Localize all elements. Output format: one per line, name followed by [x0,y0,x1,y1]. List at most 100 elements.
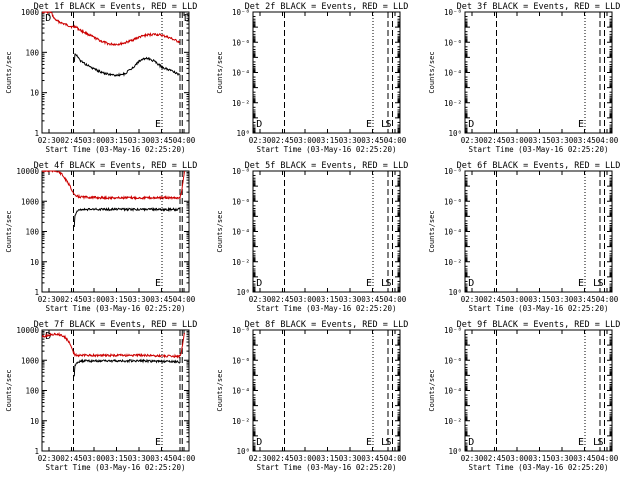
x-tick-label: 03:30 [339,295,362,304]
y-tick-label: 10⁻⁶ [444,197,462,206]
x-tick-label: 03:30 [339,454,362,463]
y-tick-label: 10⁰ [236,129,250,138]
y-tick-label: 10⁻⁸ [232,167,250,176]
x-tick-label: 03:45 [361,454,384,463]
y-tick-label: 10⁻⁸ [232,326,250,335]
y-tick-label: 1 [34,129,39,138]
time-marker-label: E [155,437,161,448]
time-marker-label: L [381,119,387,130]
x-tick-label: 02:30 [249,295,272,304]
detector-panel: Det 7f BLACK = Events, RED = LLD Counts/s… [5,320,197,472]
y-tick-label: 10 [30,258,40,267]
x-tick-label: 02:45 [271,136,294,145]
time-marker-label: L [593,437,599,448]
time-marker-label: E [578,278,584,289]
x-tick-label: 02:45 [483,136,506,145]
y-axis-label: Counts/sec [428,210,436,252]
x-tick-label: 03:00 [83,295,106,304]
y-tick-label: 10⁻⁴ [444,228,462,237]
x-tick-label: 02:45 [60,136,83,145]
x-tick-label: 03:00 [506,136,529,145]
y-axis-label: Counts/sec [216,369,224,411]
time-marker-label: E [366,437,372,448]
lld-series-line [41,170,185,201]
panel-title: Det 2f BLACK = Events, RED = LLD [245,2,409,12]
x-tick-label: 04:00 [173,295,196,304]
y-axis-label: Counts/sec [216,51,224,93]
time-marker-label: E [366,119,372,130]
y-tick-label: 10⁻⁶ [232,356,250,365]
y-axis-label: Counts/sec [5,369,13,411]
events-series-line [73,206,181,228]
y-tick-label: 10⁻² [444,417,462,426]
y-tick-label: 1000 [21,8,40,17]
y-tick-label: 10⁻⁴ [444,69,462,78]
x-tick-label: 03:45 [361,136,384,145]
y-tick-label: 10⁻⁴ [232,228,250,237]
y-tick-label: 1000 [21,197,40,206]
plot-frame [464,170,613,293]
x-tick-label: 03:00 [294,454,317,463]
time-marker-label: L [593,278,599,289]
events-series-line [73,53,181,77]
x-tick-label: 02:30 [38,454,61,463]
x-tick-label: 02:30 [249,454,272,463]
y-tick-label: 100 [25,387,39,396]
plot-frame [464,11,613,134]
x-axis-label: Start Time (03-May-16 02:25:20) [46,463,186,472]
x-tick-label: 02:45 [483,454,506,463]
y-axis-label: Counts/sec [216,210,224,252]
y-tick-label: 10⁻² [444,99,462,108]
panel-title: Det 9f BLACK = Events, RED = LLD [457,320,621,330]
y-tick-label: 10⁻⁴ [232,387,250,396]
plot-frame [252,11,401,134]
x-tick-label: 02:45 [60,295,83,304]
time-marker-label: E [578,119,584,130]
y-tick-label: 10⁰ [236,288,250,297]
time-marker-label: E [366,278,372,289]
y-tick-label: 10⁻⁸ [444,167,462,176]
y-tick-label: 1 [34,447,39,456]
detector-panel: Det 5f BLACK = Events, RED = LLD Counts/s… [216,161,408,313]
x-axis-label: Start Time (03-May-16 02:25:20) [46,304,186,313]
y-tick-label: 100 [25,228,39,237]
y-tick-label: 1000 [21,356,40,365]
y-axis-label: Counts/sec [5,210,13,252]
y-tick-label: 10⁻² [444,258,462,267]
panel-title: Det 8f BLACK = Events, RED = LLD [245,320,409,330]
plot-frame [41,11,190,134]
x-tick-label: 03:15 [105,295,128,304]
x-tick-label: 03:45 [573,454,596,463]
panel-title: Det 3f BLACK = Events, RED = LLD [457,2,621,12]
y-axis-label: Counts/sec [428,51,436,93]
x-tick-label: 04:00 [384,136,407,145]
x-tick-label: 02:45 [60,454,83,463]
x-tick-label: 02:45 [483,295,506,304]
x-tick-label: 03:30 [551,454,574,463]
detector-panel: Det 4f BLACK = Events, RED = LLD Counts/s… [5,161,197,313]
y-tick-label: 10⁻² [232,258,250,267]
x-axis-label: Start Time (03-May-16 02:25:20) [469,463,609,472]
plot-frame [464,329,613,452]
x-tick-label: 03:45 [573,136,596,145]
x-tick-label: 03:30 [128,454,151,463]
panel-title: Det 4f BLACK = Events, RED = LLD [34,161,198,171]
panel-title: Det 6f BLACK = Events, RED = LLD [457,161,621,171]
x-tick-label: 02:45 [271,454,294,463]
y-tick-label: 10⁰ [448,129,462,138]
x-tick-label: 02:30 [38,295,61,304]
detector-panel: Det 1f BLACK = Events, RED = LLD Counts/s… [5,2,197,154]
lld-series-line [41,331,185,359]
time-marker-label: S [385,437,391,448]
y-tick-label: 10⁻⁴ [232,69,250,78]
time-marker-label: E [155,119,161,130]
x-tick-label: 03:45 [150,454,173,463]
plot-frame [41,329,190,452]
panel-title: Det 5f BLACK = Events, RED = LLD [245,161,409,171]
y-tick-label: 10⁰ [236,447,250,456]
corner-marker-label: D [468,437,474,448]
y-tick-label: 10⁻⁸ [232,8,250,17]
y-tick-label: 10 [30,89,40,98]
x-tick-label: 03:00 [83,454,106,463]
